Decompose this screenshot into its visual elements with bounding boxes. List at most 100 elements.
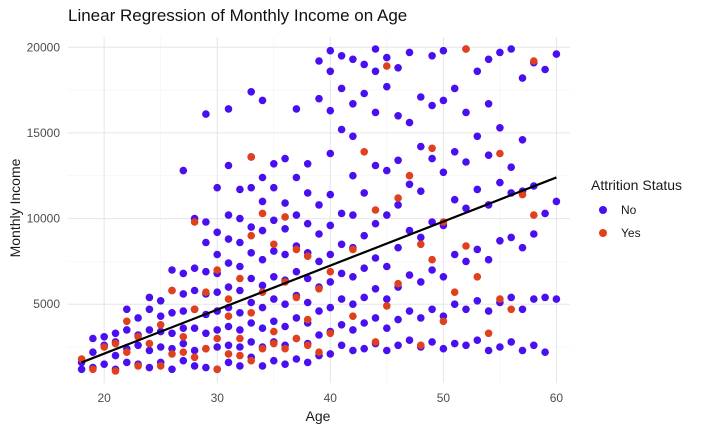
point-yes bbox=[156, 362, 165, 370]
point-no bbox=[484, 55, 493, 64]
regression-line-group bbox=[81, 176, 557, 364]
point-no bbox=[496, 48, 504, 57]
point-no bbox=[303, 189, 312, 197]
point-no bbox=[281, 199, 289, 207]
point-no bbox=[168, 365, 176, 374]
point-no bbox=[202, 238, 210, 247]
point-no bbox=[405, 307, 414, 315]
point-no bbox=[145, 346, 154, 355]
point-no bbox=[417, 93, 425, 101]
point-no bbox=[462, 108, 470, 117]
point-no bbox=[428, 52, 436, 60]
point-no bbox=[270, 183, 278, 192]
point-yes bbox=[450, 288, 459, 297]
point-no bbox=[405, 48, 414, 57]
point-yes bbox=[281, 213, 289, 221]
point-no bbox=[179, 166, 188, 175]
point-no bbox=[360, 293, 369, 302]
point-no bbox=[371, 285, 380, 293]
legend-key-no bbox=[599, 206, 607, 214]
point-no bbox=[168, 266, 176, 274]
point-no bbox=[473, 185, 482, 194]
point-yes bbox=[134, 362, 142, 370]
point-no bbox=[236, 326, 244, 334]
point-no bbox=[337, 341, 346, 350]
point-no bbox=[450, 339, 459, 348]
point-no bbox=[349, 55, 357, 64]
point-yes bbox=[405, 171, 414, 180]
point-no bbox=[292, 211, 301, 219]
point-no bbox=[496, 237, 504, 245]
point-yes bbox=[247, 356, 255, 365]
point-no bbox=[371, 161, 380, 170]
x-tick-label: 40 bbox=[324, 391, 338, 405]
grid bbox=[68, 37, 570, 383]
point-yes bbox=[530, 57, 538, 65]
legend-label-yes: Yes bbox=[621, 226, 641, 240]
legend-key-yes bbox=[599, 229, 607, 237]
point-no bbox=[360, 231, 369, 240]
point-no bbox=[326, 250, 335, 259]
point-no bbox=[224, 358, 233, 367]
point-yes bbox=[270, 240, 278, 249]
point-no bbox=[326, 350, 335, 358]
point-no bbox=[462, 341, 470, 350]
point-no bbox=[281, 154, 289, 163]
point-no bbox=[417, 142, 425, 151]
point-no bbox=[428, 101, 436, 110]
point-no bbox=[360, 89, 369, 98]
point-no bbox=[394, 64, 402, 72]
point-no bbox=[258, 362, 267, 370]
point-no bbox=[292, 173, 301, 182]
point-no bbox=[473, 132, 482, 141]
point-no bbox=[473, 67, 482, 76]
regression-line bbox=[81, 176, 557, 364]
point-no bbox=[383, 346, 391, 355]
point-no bbox=[236, 362, 244, 370]
point-yes bbox=[247, 309, 255, 317]
point-no bbox=[450, 84, 459, 93]
y-tick-label: 20000 bbox=[27, 40, 61, 54]
point-no bbox=[190, 346, 199, 355]
point-no bbox=[168, 309, 176, 317]
point-no bbox=[292, 267, 301, 276]
point-no bbox=[77, 365, 86, 374]
point-no bbox=[213, 250, 221, 259]
point-no bbox=[202, 218, 210, 226]
point-no bbox=[462, 257, 470, 266]
point-no bbox=[224, 341, 233, 350]
point-no bbox=[349, 346, 357, 355]
point-yes bbox=[349, 312, 357, 321]
point-no bbox=[281, 322, 289, 331]
point-yes bbox=[303, 341, 312, 350]
point-no bbox=[507, 45, 515, 53]
point-no bbox=[530, 295, 538, 303]
point-no bbox=[462, 158, 470, 166]
point-no bbox=[315, 331, 323, 339]
point-no bbox=[247, 183, 255, 192]
point-yes bbox=[123, 348, 131, 357]
point-yes bbox=[190, 218, 199, 226]
point-no bbox=[236, 309, 244, 317]
point-no bbox=[100, 333, 108, 341]
point-no bbox=[190, 362, 199, 370]
point-no bbox=[349, 211, 357, 219]
point-no bbox=[123, 305, 131, 314]
point-no bbox=[213, 288, 221, 297]
point-yes bbox=[417, 341, 425, 350]
point-no bbox=[552, 197, 561, 206]
point-yes bbox=[281, 344, 289, 353]
point-yes bbox=[428, 255, 436, 264]
point-no bbox=[405, 226, 414, 235]
point-no bbox=[224, 235, 233, 243]
point-no bbox=[270, 295, 278, 303]
point-no bbox=[270, 247, 278, 255]
point-no bbox=[428, 154, 436, 163]
point-no bbox=[473, 297, 482, 305]
point-yes bbox=[236, 334, 244, 343]
point-yes bbox=[270, 339, 278, 348]
point-no bbox=[450, 300, 459, 309]
point-no bbox=[394, 201, 402, 209]
point-no bbox=[337, 240, 346, 249]
point-no bbox=[303, 219, 312, 228]
